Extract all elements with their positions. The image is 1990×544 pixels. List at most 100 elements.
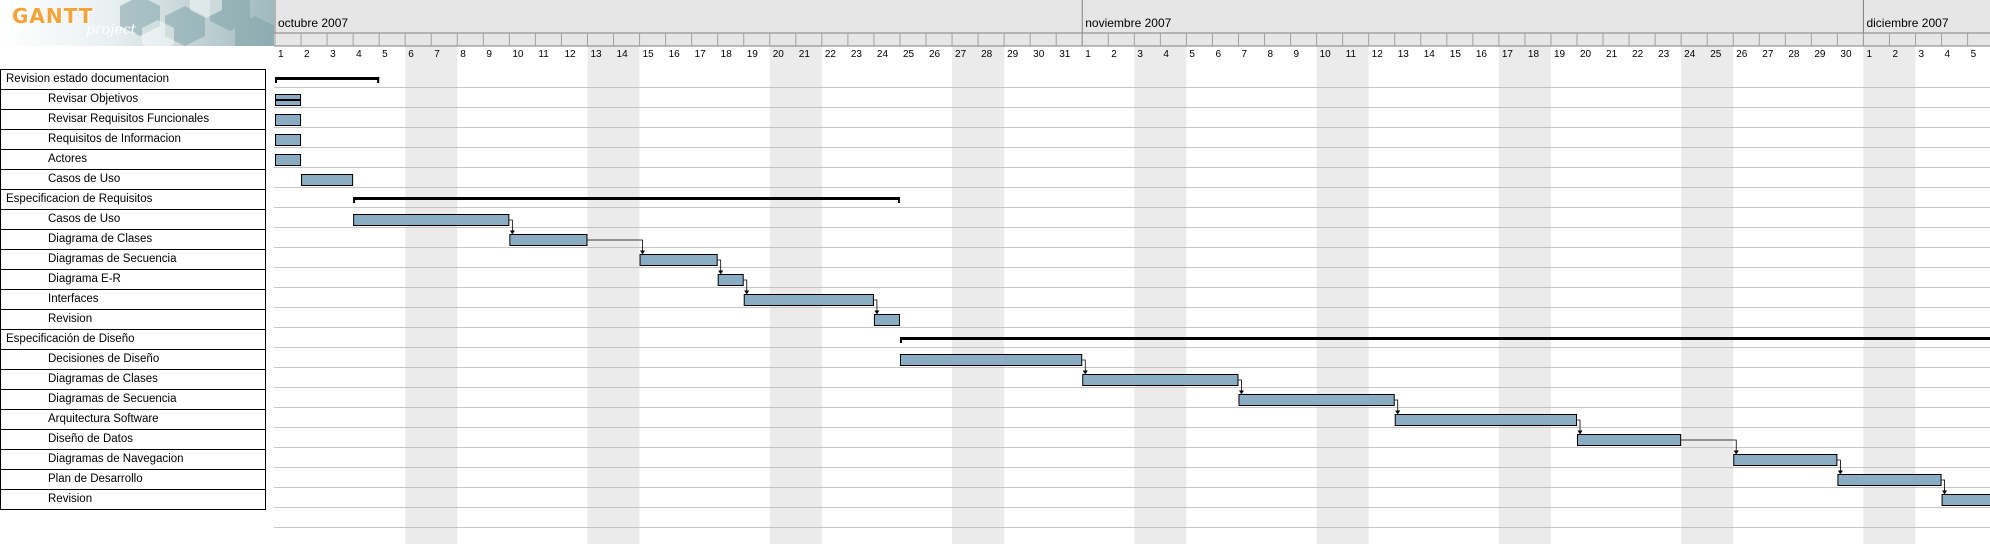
day-label: 29	[1007, 49, 1019, 60]
day-label: 26	[929, 49, 941, 60]
task-group-row[interactable]: Especificación de Diseño	[1, 330, 265, 350]
day-label: 12	[564, 49, 576, 60]
task-row[interactable]: Plan de Desarrollo	[1, 470, 265, 490]
day-label: 5	[1189, 49, 1195, 60]
task-row[interactable]: Arquitectura Software	[1, 410, 265, 430]
task-row[interactable]: Decisiones de Diseño	[1, 350, 265, 370]
task-bar	[353, 214, 510, 226]
day-label: 19	[747, 49, 759, 60]
logo-brand-text: GANTT	[12, 4, 94, 28]
day-label: 3	[1137, 49, 1143, 60]
dependency-arrow	[1238, 379, 1242, 393]
task-group-row[interactable]: Especificacion de Requisitos	[1, 190, 265, 210]
dependency-arrow	[1082, 359, 1086, 373]
day-label: 28	[1788, 49, 1800, 60]
task-row[interactable]: Casos de Uso	[1, 210, 265, 230]
day-label: 5	[382, 49, 388, 60]
dependency-arrowhead	[640, 250, 646, 255]
summary-bar	[275, 77, 380, 80]
day-label: 17	[1502, 49, 1514, 60]
task-bar	[1394, 414, 1577, 426]
dependency-arrowhead	[744, 290, 750, 295]
task-row[interactable]: Diagrama E-R	[1, 270, 265, 290]
dependency-arrowhead	[1238, 390, 1244, 395]
summary-bar-end	[377, 77, 380, 83]
day-label: 2	[1111, 49, 1117, 60]
task-bar	[1238, 394, 1395, 406]
task-row[interactable]: Casos de Uso	[1, 170, 265, 190]
summary-bar-start	[275, 77, 277, 83]
day-label: 31	[1059, 49, 1071, 60]
day-label: 30	[1840, 49, 1852, 60]
weekend-column	[1863, 46, 1916, 544]
day-label: 25	[903, 49, 915, 60]
summary-bar-start	[899, 337, 902, 343]
task-row[interactable]: Revisar Objetivos	[1, 90, 265, 110]
task-group-row[interactable]: Revision estado documentacion	[1, 70, 265, 90]
task-bar	[275, 134, 302, 146]
month-label: diciembre 2007	[1866, 16, 1948, 30]
day-label: 1	[1085, 49, 1091, 60]
task-row[interactable]: Diagramas de Navegacion	[1, 450, 265, 470]
gantt-project-logo: GANTT project	[0, 0, 274, 46]
day-label: 28	[981, 49, 993, 60]
day-label: 13	[590, 49, 602, 60]
summary-bar	[353, 197, 900, 200]
dependency-arrowhead	[1942, 490, 1948, 495]
task-bar	[899, 354, 1083, 366]
task-row[interactable]: Actores	[1, 150, 265, 170]
task-row[interactable]: Requisitos de Informacion	[1, 130, 265, 150]
day-label: 11	[538, 49, 549, 60]
day-label: 27	[955, 49, 967, 60]
task-bar	[301, 174, 354, 186]
weekend-column	[405, 46, 458, 544]
day-label: 16	[669, 49, 681, 60]
weekend-column	[1498, 46, 1551, 544]
task-list: Revision estado documentacion Revisar Obj…	[0, 69, 266, 510]
task-bar	[509, 234, 588, 246]
task-row[interactable]: Diseño de Datos	[1, 430, 265, 450]
dependency-arrowhead	[1733, 450, 1739, 455]
dependency-arrow	[587, 239, 643, 253]
day-label: 14	[1424, 49, 1436, 60]
day-label: 10	[512, 49, 524, 60]
day-label: 23	[851, 49, 863, 60]
dependency-arrowhead	[1082, 370, 1088, 375]
task-row[interactable]: Revisar Requisitos Funcionales	[1, 110, 265, 130]
task-row[interactable]: Diagramas de Secuencia	[1, 250, 265, 270]
weekend-column	[1134, 46, 1187, 544]
task-bar	[1941, 494, 1990, 506]
task-bar	[275, 114, 302, 126]
day-label: 18	[721, 49, 733, 60]
dependency-arrowhead	[874, 310, 880, 315]
task-row[interactable]: Revision	[1, 490, 265, 510]
task-bar	[1082, 374, 1239, 386]
month-label: noviembre 2007	[1085, 16, 1171, 30]
day-label: 15	[643, 49, 655, 60]
day-label: 26	[1736, 49, 1748, 60]
day-label: 7	[1241, 49, 1247, 60]
dependency-arrow	[1394, 399, 1399, 413]
summary-bar	[899, 337, 1990, 340]
month-label: octubre 2007	[278, 16, 348, 30]
day-label: 1	[278, 49, 284, 60]
task-row[interactable]: Diagrama de Clases	[1, 230, 265, 250]
weekend-column	[587, 46, 640, 544]
day-label: 16	[1476, 49, 1488, 60]
task-bar	[717, 274, 744, 286]
task-row[interactable]: Diagramas de Clases	[1, 370, 265, 390]
dependency-arrow	[1681, 439, 1737, 453]
dependency-arrow	[873, 299, 878, 313]
task-row[interactable]: Diagramas de Secuencia	[1, 390, 265, 410]
task-bar	[275, 154, 302, 166]
day-label: 10	[1320, 49, 1332, 60]
timeline-header	[274, 0, 1990, 46]
task-row[interactable]: Interfaces	[1, 290, 265, 310]
task-row[interactable]: Revision	[1, 310, 265, 330]
dependency-arrowhead	[1837, 470, 1843, 475]
dependency-arrow	[717, 259, 722, 273]
day-label: 19	[1554, 49, 1566, 60]
day-label: 13	[1398, 49, 1410, 60]
gantt-chart: octubre 2007 1 2 3 4 5 6 7 8 9 10 11 12 13 14 15 16 17 18 1…	[274, 0, 1990, 544]
